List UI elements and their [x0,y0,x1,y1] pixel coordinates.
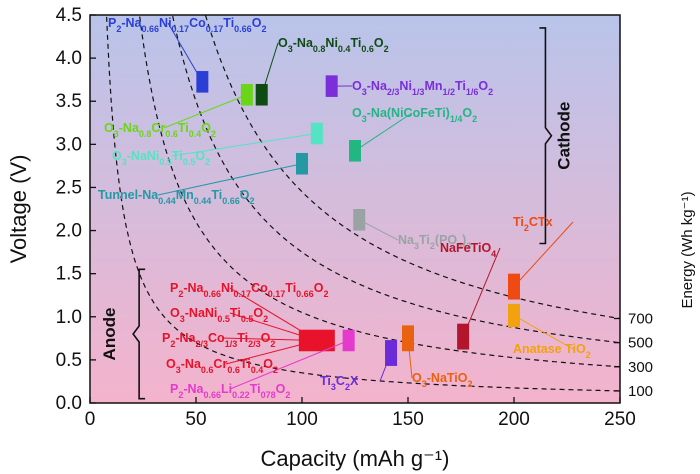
material-label: O3-NaTiO2 [412,371,473,389]
material-label: P2-Na0.66Ni0.17Co0.17Ti0.66O2 [108,16,266,34]
plot-frame [89,14,621,404]
material-marker [385,340,398,366]
y-tick-label: 4.0 [56,48,82,69]
label-leader [229,340,349,390]
energy-tick-label: 700 [628,311,653,328]
anode-bracket [132,268,146,400]
y-tick-label: 1.0 [56,307,82,328]
material-marker [402,325,414,352]
label-leader [359,219,399,241]
y-tick-label: 2.5 [56,177,82,198]
y-axis-label: Voltage (V) [6,155,31,264]
x-axis-label: Capacity (mAh g⁻¹) [261,446,450,471]
y-tick-label: 3.0 [56,134,82,155]
cathode-bracket [539,27,553,245]
material-label: Tunnel-Na0.44Mn0.44Ti0.66O2 [98,188,254,206]
material-label: Na3Ti2(PO4)3 [398,233,471,251]
x-tick-label: 100 [286,409,318,430]
label-leader [221,337,317,341]
material-label: O3-Na0.8Ni0.4Ti0.6O2 [278,36,389,54]
material-label: P2-Na2/3Co1/3Ti2/3O2 [162,331,275,349]
material-label: O3-Na0.6Cr0.6Ti0.4O2 [166,357,278,375]
label-leader [157,163,303,196]
label-leader [225,340,317,365]
material-label: O3-Na(NiCoFeTi)1/4O2 [352,106,477,124]
material-label: P2-Na0.66Li0.22Ti078O2 [170,382,290,400]
material-label: O3-Na2/3Ni1/3Mn1/2Ti1/6O2 [352,79,493,97]
material-label: O3-NaNi0.5Ti0.5O2 [170,306,268,324]
label-leader [261,42,279,95]
material-label: Ti2CTx [513,215,553,233]
label-leader [167,22,203,83]
material-label: O3-NaNi0.5Ti0.5O2 [112,149,210,167]
y-tick-label: 0.5 [56,350,82,371]
y-tick-label: 4.5 [56,5,82,26]
energy-axis-label: Energy (Wh kg⁻¹) [679,191,696,308]
cathode-group-label: Cathode [554,102,573,170]
x-tick-label: 200 [498,409,530,430]
energy-tick-label: 300 [628,359,653,376]
y-tick-label: 1.5 [56,264,82,285]
label-leader [229,312,317,341]
label-leader [171,133,317,157]
material-label: Ti3C2X [320,374,359,392]
energy-tick-label: 100 [628,383,653,400]
y-tick-label: 3.5 [56,91,82,112]
x-tick-label: 250 [604,409,636,430]
label-leader [379,352,392,382]
label-leader [407,338,413,379]
y-tick-label: 2.0 [56,221,82,242]
iso-energy-curve [204,15,620,320]
material-label: Anatase TiO2 [513,342,591,360]
material-label: P2-Na0.66Ni0.17Co0.17Ti0.66O2 [170,281,328,299]
iso-energy-curve [138,15,620,368]
energy-tick-label: 500 [628,335,653,352]
label-leader [163,94,248,129]
label-leader [513,315,574,350]
label-leader [229,287,318,341]
label-leader [354,112,413,152]
y-tick-label: 0.0 [56,393,82,414]
iso-energy-curve [105,15,620,392]
label-leader [462,247,501,337]
anode-group-label: Anode [100,308,119,361]
x-tick-label: 50 [185,409,206,430]
label-leader [513,221,574,287]
x-tick-label: 0 [85,409,96,430]
material-label: O3-Na0.8Cr0.6Ti0.4O2 [104,121,216,139]
material-label: NaFeTiO4 [440,241,496,259]
x-tick-label: 150 [392,409,424,430]
